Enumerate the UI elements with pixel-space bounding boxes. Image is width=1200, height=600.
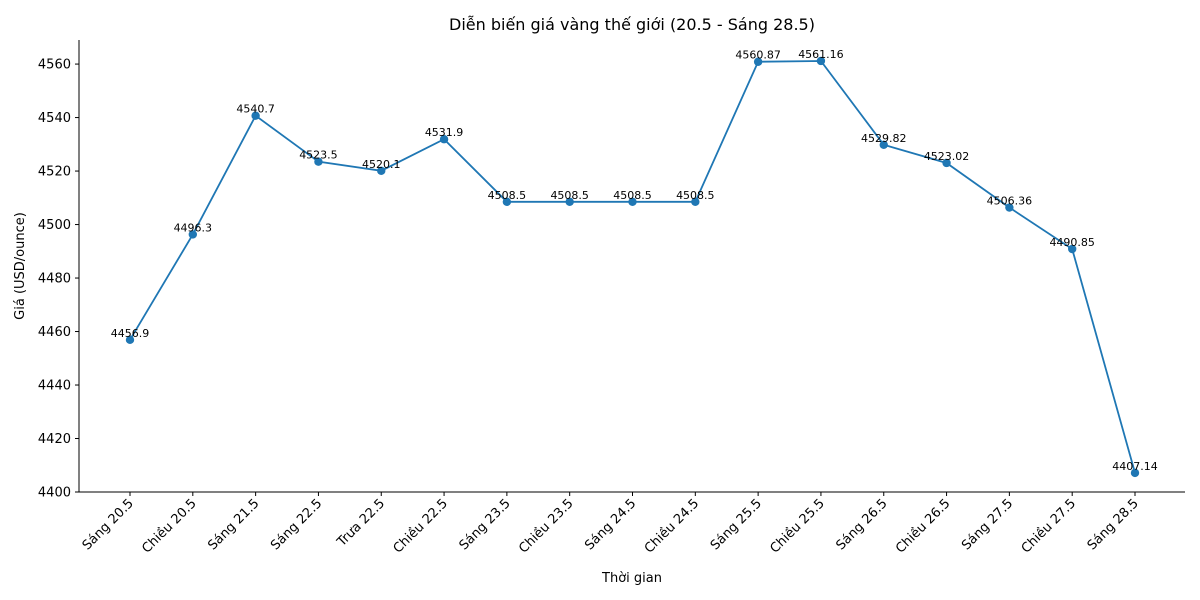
x-axis-label: Thời gian <box>601 571 662 586</box>
data-point <box>377 166 386 175</box>
x-tick-label: Sáng 24.5 <box>582 496 639 553</box>
x-tick-label: Chiều 22.5 <box>391 496 451 556</box>
data-label: 4490.85 <box>1049 236 1095 249</box>
y-tick-label: 4540 <box>38 111 71 126</box>
data-label: 4508.5 <box>550 189 589 202</box>
series-layer <box>125 56 1140 478</box>
data-point <box>879 140 888 149</box>
data-label: 4531.9 <box>425 126 464 139</box>
data-point <box>314 157 323 166</box>
y-tick-label: 4500 <box>38 218 71 233</box>
x-tick-label: Chiều 27.5 <box>1019 496 1079 556</box>
data-label: 4529.82 <box>861 132 907 145</box>
data-point <box>691 197 700 207</box>
y-tick-label: 4460 <box>38 325 71 340</box>
data-label: 4561.16 <box>798 48 844 61</box>
x-tick-label: Chiều 25.5 <box>767 496 827 556</box>
y-tick-label: 4440 <box>38 379 71 394</box>
series-line <box>129 60 1136 474</box>
axes: 4400 4420 4440 4460 4480 4500 4520 4540 4560 Sáng… <box>38 40 1185 557</box>
data-label: 4523.5 <box>299 149 338 162</box>
data-point <box>753 57 763 66</box>
x-tick-label: Sáng 23.5 <box>457 496 514 553</box>
x-tick-label: Sáng 20.5 <box>80 496 137 553</box>
data-point <box>251 111 260 120</box>
x-tick-label: Sáng 28.5 <box>1085 496 1142 553</box>
data-point <box>628 197 637 207</box>
data-point <box>188 230 198 239</box>
data-label: 4508.5 <box>613 189 652 202</box>
data-point <box>1005 203 1014 212</box>
y-tick-label: 4400 <box>38 486 71 501</box>
data-label: 4496.3 <box>174 221 213 234</box>
x-tick-label: Sáng 26.5 <box>833 496 890 553</box>
data-label: 4540.7 <box>236 103 275 116</box>
y-tick-label: 4480 <box>38 272 71 287</box>
data-label: 4560.87 <box>735 49 781 62</box>
data-point <box>1130 468 1140 478</box>
data-point <box>565 197 574 207</box>
data-label: 4523.02 <box>924 150 970 163</box>
x-tick-label: Chiều 26.5 <box>893 496 953 556</box>
data-label: 4508.5 <box>488 189 527 202</box>
data-label: 4456.9 <box>111 327 150 340</box>
data-point <box>439 135 449 144</box>
x-tick-label: Chiều 23.5 <box>516 496 576 556</box>
data-point <box>502 197 512 207</box>
data-point <box>1067 244 1077 254</box>
x-tick-label: Chiều 20.5 <box>139 496 199 556</box>
y-tick-label: 4420 <box>38 432 71 447</box>
data-label: 4506.36 <box>987 195 1033 208</box>
x-tick-label: Sáng 27.5 <box>959 496 1016 553</box>
data-label: 4508.5 <box>676 189 715 202</box>
x-tick-label: Chiều 24.5 <box>642 496 702 556</box>
data-point <box>942 158 951 168</box>
y-tick-label: 4560 <box>38 58 71 73</box>
data-labels: 4456.9 4496.3 4540.7 4523.5 4520.1 4531.9 4508… <box>111 48 1158 473</box>
data-label: 4407.14 <box>1112 460 1158 473</box>
data-point <box>125 335 135 345</box>
x-tick-label: Sáng 22.5 <box>268 496 325 553</box>
y-tick-label: 4520 <box>38 165 71 180</box>
data-point <box>816 56 826 66</box>
x-tick-label: Trưa 22.5 <box>334 496 388 550</box>
chart-title: Diễn biến giá vàng thế giới (20.5 - Sáng… <box>449 15 815 34</box>
data-label: 4520.1 <box>362 158 401 171</box>
y-axis-label: Giá (USD/ounce) <box>13 212 28 320</box>
x-tick-label: Sáng 21.5 <box>205 496 262 553</box>
x-tick-label: Sáng 25.5 <box>708 496 765 553</box>
